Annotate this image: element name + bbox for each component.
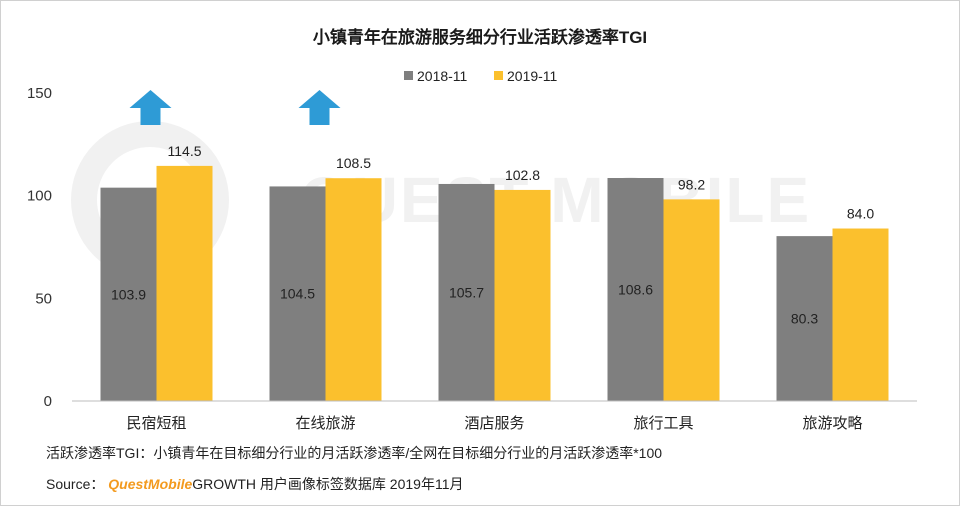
- x-tick-label: 酒店服务: [464, 415, 524, 432]
- data-label: 108.6: [618, 282, 653, 298]
- watermark-text: QUEST MOBILE: [300, 164, 811, 236]
- y-tick-label: 150: [27, 85, 52, 102]
- legend-swatch: [494, 71, 503, 80]
- legend-label: 2018-11: [417, 68, 468, 84]
- source-prefix: Source：: [46, 476, 105, 492]
- legend: 2018-11 2019-11: [404, 68, 558, 84]
- x-tick-label: 在线旅游: [295, 415, 355, 432]
- source-brand: QuestMobile: [108, 476, 193, 492]
- y-tick-label: 50: [35, 290, 52, 307]
- bar-2018-11-旅游攻略: [776, 236, 833, 401]
- up-arrow-icon: [129, 90, 172, 125]
- data-label: 105.7: [449, 284, 484, 300]
- data-label: 104.5: [280, 286, 315, 302]
- data-label: 84.0: [847, 206, 874, 222]
- footnote: 活跃渗透率TGI：小镇青年在目标细分行业的月活跃渗透率/全网在目标细分行业的月活…: [46, 445, 663, 461]
- y-axis: 0 50 100 150: [27, 85, 52, 410]
- x-axis: 民宿短租 在线旅游 酒店服务 旅行工具 旅游攻略: [126, 415, 862, 432]
- bar-2018-11-酒店服务: [438, 183, 495, 401]
- bar-2019-11-旅行工具: [663, 199, 720, 401]
- data-label: 102.8: [505, 167, 540, 183]
- legend-swatch: [404, 71, 413, 80]
- data-label: 80.3: [791, 311, 818, 327]
- source-text: GROWTH 用户画像标签数据库 2019年11月: [192, 476, 464, 492]
- bar-2019-11-在线旅游: [325, 178, 382, 401]
- bar-2018-11-民宿短租: [100, 187, 157, 401]
- bar-2019-11-酒店服务: [494, 189, 551, 401]
- x-tick-label: 民宿短租: [126, 415, 186, 432]
- y-tick-label: 100: [27, 188, 52, 205]
- bar-2018-11-在线旅游: [269, 186, 326, 401]
- bars: [100, 165, 889, 401]
- data-label: 98.2: [678, 176, 705, 192]
- bar-2019-11-旅游攻略: [832, 228, 889, 401]
- legend-label: 2019-11: [507, 68, 558, 84]
- bar-2018-11-旅行工具: [607, 178, 664, 401]
- data-label: 108.5: [336, 155, 371, 171]
- data-label: 103.9: [111, 286, 146, 302]
- highlight-arrows: [129, 90, 341, 125]
- chart-title: 小镇青年在旅游服务细分行业活跃渗透率TGI: [313, 27, 647, 47]
- x-tick-label: 旅游攻略: [802, 415, 862, 432]
- y-tick-label: 0: [44, 393, 52, 410]
- x-tick-label: 旅行工具: [633, 415, 693, 432]
- data-labels: 103.9 114.5 104.5 108.5 105.7 102.8 108.6 98.2 8…: [111, 143, 874, 327]
- data-label: 114.5: [168, 143, 202, 159]
- bar-2019-11-民宿短租: [156, 165, 213, 401]
- source-line: Source： QuestMobileGROWTH 用户画像标签数据库 2019…: [46, 474, 464, 494]
- up-arrow-icon: [298, 90, 341, 125]
